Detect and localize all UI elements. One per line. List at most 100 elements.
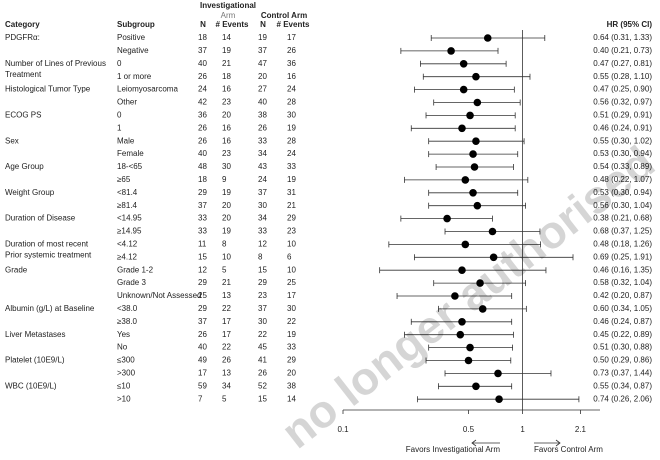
hr-label: 0.51 (0.29, 0.91) xyxy=(593,111,652,120)
hr-point xyxy=(464,356,473,365)
count-cell: 10 xyxy=(287,265,296,274)
count-cell: 28 xyxy=(287,98,296,107)
subgroup-label: 18-<65 xyxy=(117,162,143,171)
count-cell: 33 xyxy=(198,214,207,223)
count-cell: 20 xyxy=(222,201,231,210)
count-cell: 14 xyxy=(222,33,231,42)
subgroup-label: ≤10 xyxy=(117,381,131,390)
hr-point xyxy=(476,279,484,287)
count-cell: 20 xyxy=(287,369,296,378)
count-cell: 5 xyxy=(222,265,227,274)
subgroup-label: No xyxy=(117,343,128,352)
category-label: Platelet (10E9/L) xyxy=(5,356,65,365)
hr-point xyxy=(469,150,477,158)
count-cell: 18 xyxy=(222,72,231,81)
category-label: Sex xyxy=(5,136,19,145)
count-cell: 34 xyxy=(222,381,231,390)
hr-label: 0.48 (0.22, 1.07) xyxy=(593,175,652,184)
count-cell: 29 xyxy=(198,188,207,197)
category-label: Treatment xyxy=(5,70,42,79)
count-cell: 26 xyxy=(258,369,267,378)
count-cell: 20 xyxy=(222,214,231,223)
category-label: Number of Lines of Previous xyxy=(5,59,106,68)
category-label: Age Group xyxy=(5,162,44,171)
count-cell: 19 xyxy=(287,330,296,339)
count-cell: 19 xyxy=(258,33,267,42)
count-cell: 20 xyxy=(258,72,267,81)
hr-label: 0.69 (0.25, 1.91) xyxy=(593,252,652,261)
header-n: N xyxy=(260,20,266,29)
count-cell: 37 xyxy=(258,304,267,313)
count-cell: 29 xyxy=(287,214,296,223)
hr-label: 0.64 (0.31, 1.33) xyxy=(593,33,652,42)
subgroup-label: 0 xyxy=(117,111,122,120)
hr-point xyxy=(459,60,468,68)
count-cell: 29 xyxy=(287,356,296,365)
count-cell: 17 xyxy=(222,330,231,339)
count-cell: 30 xyxy=(287,111,296,120)
count-cell: 17 xyxy=(287,291,296,300)
count-cell: 16 xyxy=(222,123,231,132)
count-cell: 26 xyxy=(198,72,207,81)
count-cell: 5 xyxy=(222,394,227,403)
subgroup-label: Unknown/Not Assessed xyxy=(117,291,202,300)
count-cell: 24 xyxy=(287,149,296,158)
count-cell: 13 xyxy=(222,369,231,378)
hr-point xyxy=(472,382,480,391)
count-cell: 59 xyxy=(198,381,207,390)
x-tick-label: 0.5 xyxy=(463,425,475,434)
count-cell: 9 xyxy=(222,175,227,184)
count-cell: 30 xyxy=(258,317,267,326)
count-cell: 16 xyxy=(287,72,296,81)
category-label: ECOG PS xyxy=(5,111,41,120)
hr-label: 0.53 (0.30, 0.94) xyxy=(593,188,652,197)
count-cell: 12 xyxy=(258,240,267,249)
x-tick-label: 1 xyxy=(520,425,525,434)
favors-right: Favors Control Arm xyxy=(534,445,603,454)
hr-point xyxy=(472,72,480,81)
subgroup-label: ≥4.12 xyxy=(117,252,138,261)
hr-label: 0.60 (0.34, 1.05) xyxy=(593,304,652,313)
count-cell: 22 xyxy=(287,317,296,326)
count-cell: 23 xyxy=(222,98,231,107)
count-cell: 33 xyxy=(287,162,296,171)
count-cell: 37 xyxy=(198,46,207,55)
count-cell: 22 xyxy=(258,330,267,339)
count-cell: 11 xyxy=(198,240,207,249)
header-inv-arm: Investigational xyxy=(200,1,256,10)
category-label: Prior systemic treatment xyxy=(5,251,92,260)
hr-label: 0.68 (0.37, 1.25) xyxy=(593,227,652,236)
count-cell: 48 xyxy=(198,162,207,171)
hr-label: 0.46 (0.24, 0.91) xyxy=(593,123,652,132)
count-cell: 26 xyxy=(258,123,267,132)
hr-label: 0.74 (0.26, 2.06) xyxy=(593,394,652,403)
count-cell: 33 xyxy=(258,136,267,145)
subgroup-label: Grade 1-2 xyxy=(117,265,154,274)
header-ctrl-arm: Control Arm xyxy=(261,11,307,20)
count-cell: 10 xyxy=(222,252,231,261)
hr-label: 0.53 (0.30, 0.94) xyxy=(593,149,652,158)
hr-point xyxy=(466,111,474,120)
category-label: Duration of most recent xyxy=(5,240,89,249)
hr-point xyxy=(458,266,466,275)
count-cell: 10 xyxy=(287,240,296,249)
hr-point xyxy=(461,240,470,249)
count-cell: 19 xyxy=(287,123,296,132)
hr-point xyxy=(451,292,459,300)
subgroup-label: >10 xyxy=(117,394,131,403)
count-cell: 8 xyxy=(222,240,227,249)
count-cell: 33 xyxy=(258,227,267,236)
subgroup-label: Negative xyxy=(117,46,149,55)
count-cell: 37 xyxy=(258,188,267,197)
count-cell: 30 xyxy=(258,201,267,210)
hr-point xyxy=(473,201,482,210)
hr-point xyxy=(483,34,492,42)
hr-label: 0.50 (0.29, 0.86) xyxy=(593,356,652,365)
hr-label: 0.55 (0.30, 1.02) xyxy=(593,136,652,145)
count-cell: 29 xyxy=(198,304,207,313)
subgroup-label: 1 xyxy=(117,123,122,132)
hr-point xyxy=(489,253,498,262)
hr-point xyxy=(473,98,482,107)
subgroup-label: ≥65 xyxy=(117,175,131,184)
